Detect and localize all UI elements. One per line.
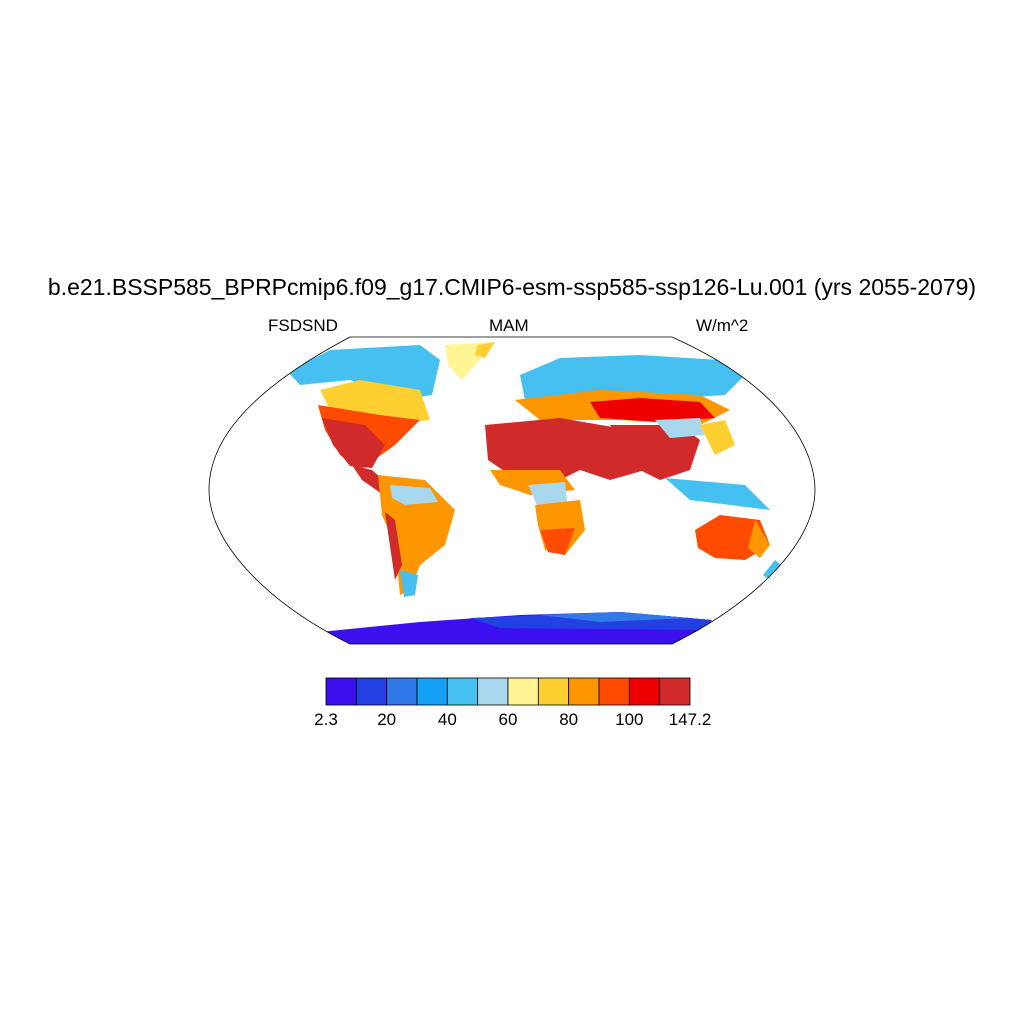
colorbar-swatch-10 (628, 677, 661, 706)
colorbar-swatch-11 (659, 677, 691, 706)
southern-africa-tip (540, 528, 575, 555)
colorbar-swatch-9 (598, 677, 630, 706)
north-america-north (288, 345, 440, 400)
south-america-south (400, 570, 418, 597)
new-zealand (763, 560, 785, 580)
units-label: W/m^2 (696, 316, 749, 335)
colorbar-label-0: 2.3 (314, 710, 338, 729)
south-america-amazon (390, 485, 438, 505)
colorbar-swatch-2 (386, 677, 418, 706)
colorbar-label-4: 80 (559, 710, 579, 729)
colorbar-swatch-4 (446, 677, 479, 706)
colorbar-label-1: 20 (377, 710, 397, 729)
colorbar-label-2: 40 (437, 710, 457, 729)
colorbar-swatch-3 (416, 677, 448, 706)
colorbar-label-5: 100 (615, 710, 644, 729)
colorbar-swatch-6 (507, 677, 539, 706)
variable-label: FSDSND (268, 316, 338, 335)
colorbar-swatch-0 (325, 677, 357, 706)
colorbar-label-6: 147.2 (668, 710, 712, 729)
australia-east (748, 520, 770, 558)
map-fill-layer (288, 342, 785, 644)
map-boundary (208, 336, 816, 645)
antarctica-coast (540, 612, 690, 622)
central-asia (590, 398, 715, 422)
greenland-edge (475, 342, 495, 358)
season-label: MAM (489, 316, 529, 335)
colorbar-swatch-1 (355, 677, 388, 706)
east-asia-coast (700, 420, 735, 455)
colorbar-swatch-8 (568, 677, 600, 706)
southeast-asia (665, 478, 770, 510)
north-america-southwest (322, 418, 385, 468)
plot-title: b.e21.BSSP585_BPRPcmip6.f09_g17.CMIP6-es… (47, 274, 977, 300)
colorbar-swatch-5 (477, 677, 509, 706)
south-america-west (385, 512, 402, 580)
tibet-region (655, 418, 705, 438)
colorbar-label-3: 60 (498, 710, 518, 729)
eurasia-north (520, 355, 748, 400)
south-asia (610, 425, 700, 480)
colorbar-swatch-7 (537, 677, 570, 706)
